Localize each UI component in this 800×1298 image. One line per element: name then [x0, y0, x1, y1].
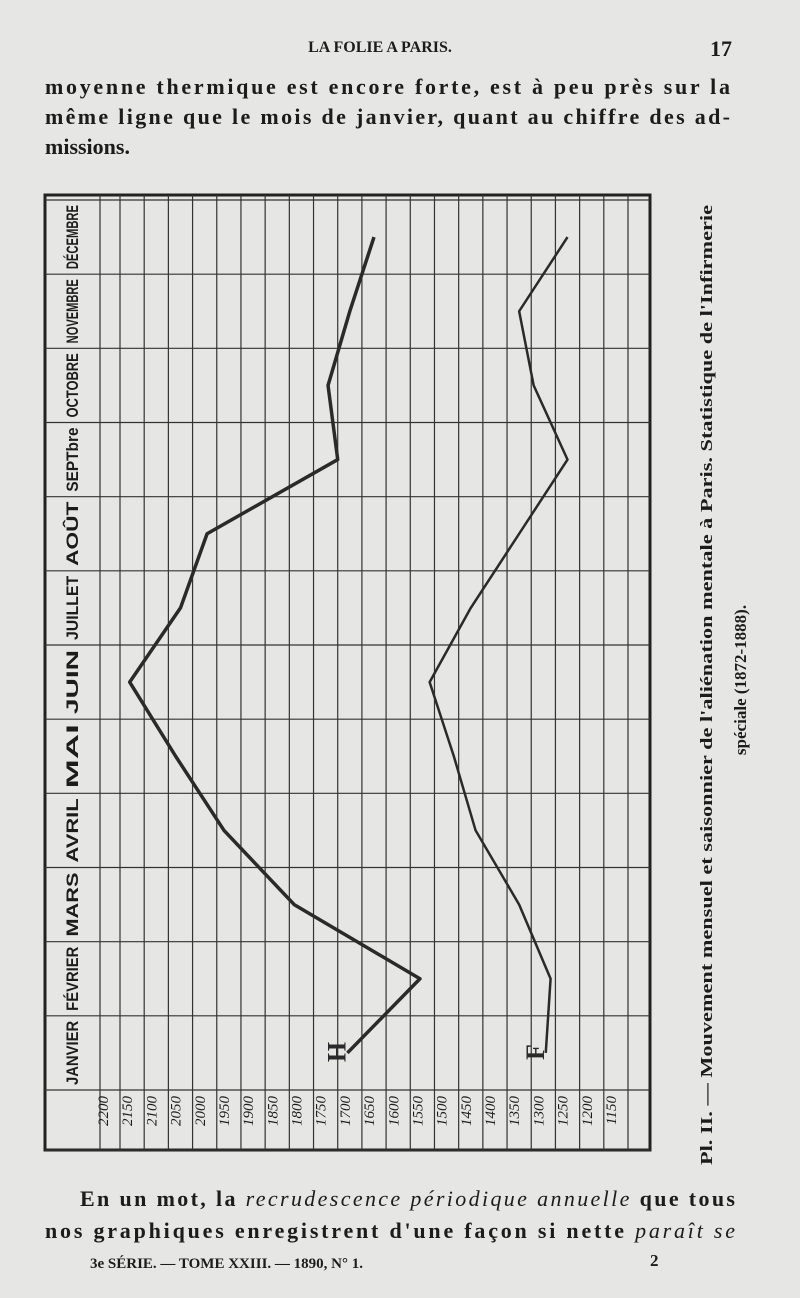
x-tick-label: 1700	[338, 1096, 354, 1127]
series-line	[428, 236, 569, 1053]
body-line: nos graphiques enregistrent d'une façon …	[45, 1218, 735, 1243]
body-line: moyenne thermique est encore forte, est …	[45, 74, 730, 99]
series-label: F	[521, 1044, 550, 1060]
x-tick-label: 1850	[265, 1096, 281, 1127]
caption-line: Pl. II. — Mouvement mensuel et saisonnie…	[697, 204, 716, 1165]
x-tick-label: 1900	[241, 1096, 257, 1127]
x-tick-label: 1600	[386, 1096, 402, 1127]
page-number: 17	[710, 36, 732, 61]
x-tick-label: 1200	[580, 1096, 596, 1127]
x-tick-label: 2100	[144, 1096, 160, 1127]
month-label: SEPTbre	[63, 428, 82, 492]
x-tick-label: 2050	[169, 1096, 185, 1127]
text-run: En un mot, la	[80, 1186, 243, 1211]
text-run: paraît se	[633, 1218, 735, 1243]
text-run: que tous	[632, 1186, 736, 1211]
x-tick-label: 2000	[193, 1096, 209, 1127]
month-label: AOÛT	[63, 501, 82, 566]
running-head: LA FOLIE A PARIS.	[308, 39, 452, 56]
body-line: missions.	[45, 134, 130, 159]
x-tick-label: 1500	[435, 1096, 451, 1127]
series-line	[127, 236, 422, 1055]
footer-text: 3e SÉRIE. — TOME XXIII. — 1890, N° 1.	[90, 1255, 363, 1272]
signature: 2	[650, 1251, 659, 1270]
month-label: OCTOBRE	[63, 353, 82, 417]
month-label: MAI	[63, 724, 82, 788]
x-tick-label: 2200	[96, 1096, 112, 1127]
series-label: H	[322, 1042, 351, 1062]
x-tick-label: 1800	[290, 1096, 306, 1127]
x-tick-label: 1650	[362, 1096, 378, 1127]
month-label: DÉCEMBRE	[63, 205, 82, 269]
x-tick-label: 1450	[459, 1096, 475, 1127]
month-label: JANVIER	[63, 1021, 82, 1085]
month-label: MARS	[63, 873, 82, 937]
caption-line: spéciale (1872-1888).	[731, 605, 750, 755]
x-tick-label: 1150	[604, 1096, 620, 1125]
month-label: AVRIL	[63, 798, 82, 862]
body-line: En un mot, la recrudescence périodique a…	[80, 1186, 735, 1211]
x-tick-label: 1400	[483, 1096, 499, 1127]
x-tick-label: 1550	[410, 1096, 426, 1127]
x-tick-label: 1250	[556, 1096, 572, 1127]
month-label: FÉVRIER	[63, 947, 82, 1011]
month-label: JUILLET	[63, 575, 82, 640]
chart: JANVIER FÉVRIER MARS AVRIL MAI JUIN JUILLET AOÛ…	[45, 195, 650, 1151]
x-tick-label: 2150	[120, 1096, 136, 1127]
text-run: nos graphiques enregistrent d'une façon …	[45, 1218, 632, 1243]
x-tick-label: 1350	[507, 1096, 523, 1127]
x-tick-label: 1300	[531, 1096, 547, 1127]
x-tick-label: 1750	[314, 1096, 330, 1127]
month-label: JUIN	[63, 650, 82, 714]
text-run: recrudescence périodique annuelle	[246, 1186, 630, 1211]
month-label: NOVEMBRE	[63, 279, 82, 343]
x-tick-label: 1950	[217, 1096, 233, 1127]
